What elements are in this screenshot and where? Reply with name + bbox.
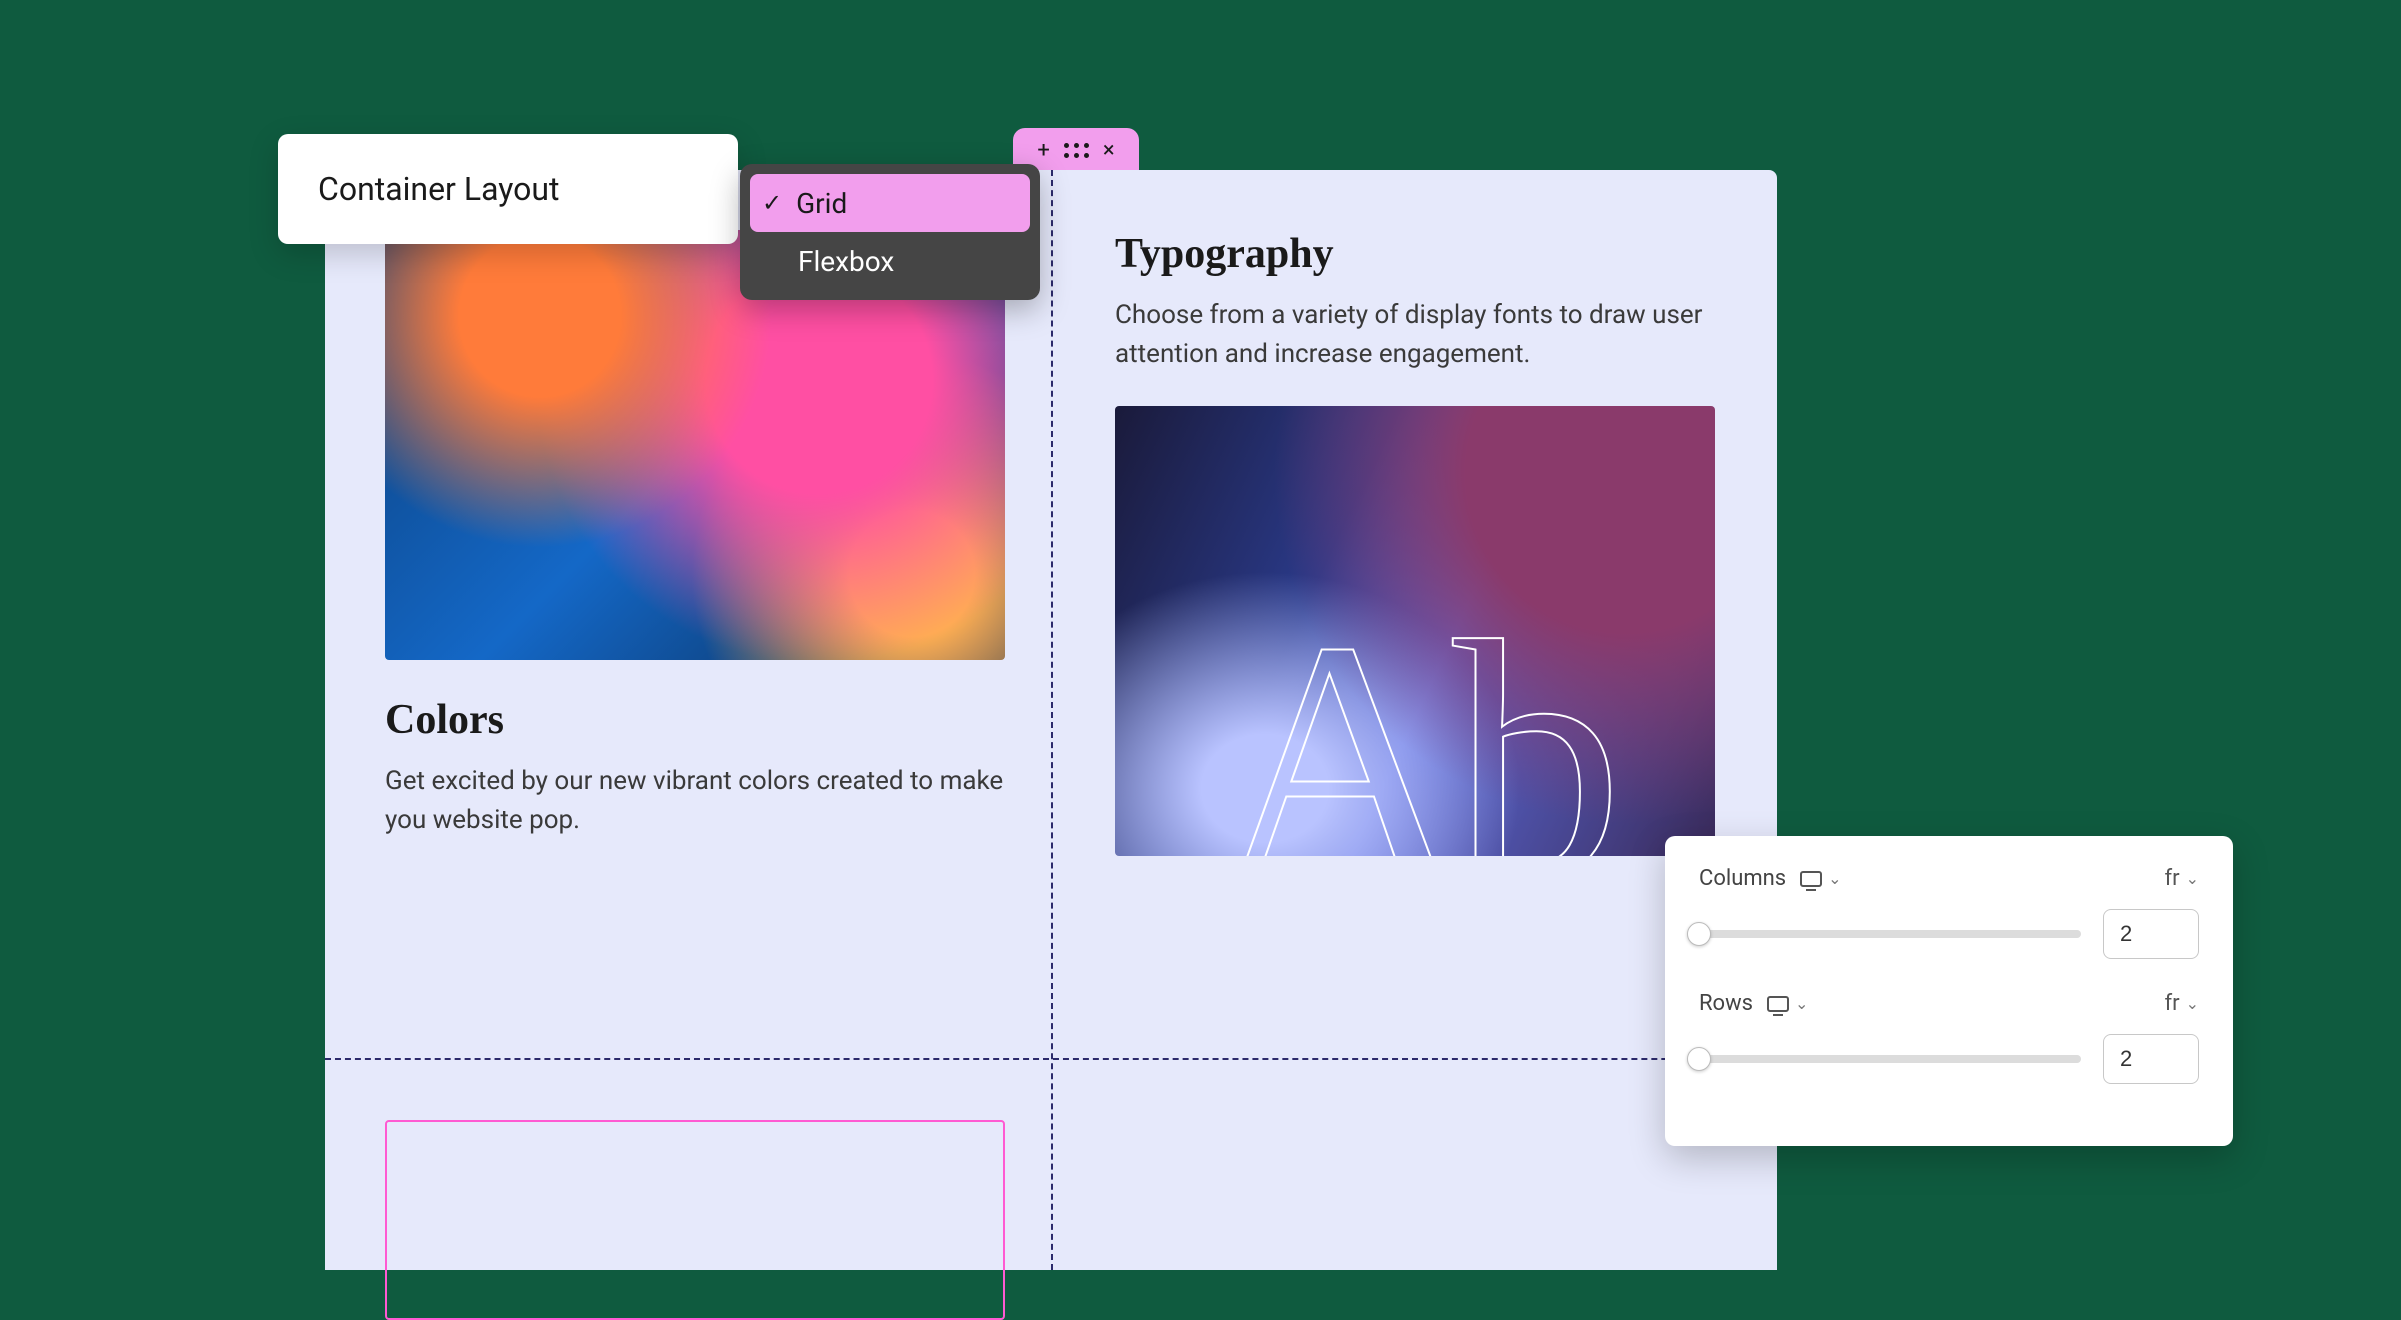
rows-slider-thumb[interactable] [1687, 1047, 1711, 1071]
typography-sample-glyphs: Ab [1217, 624, 1613, 856]
selected-empty-cell[interactable] [385, 1120, 1005, 1320]
rows-unit-label: fr [2164, 991, 2179, 1016]
layout-option-flexbox[interactable]: Flexbox [750, 232, 1030, 290]
columns-unit-picker[interactable]: fr ⌄ [2164, 866, 2199, 891]
rows-header: Rows ⌄ fr ⌄ [1699, 991, 2199, 1016]
colors-body: Get excited by our new vibrant colors cr… [385, 762, 1005, 840]
layout-dropdown[interactable]: ✓ Grid Flexbox [740, 164, 1040, 300]
chevron-down-icon: ⌄ [2186, 994, 2199, 1013]
container-layout-label: Container Layout [278, 134, 738, 244]
columns-slider-thumb[interactable] [1687, 922, 1711, 946]
columns-unit-label: fr [2164, 866, 2179, 891]
rows-slider[interactable] [1699, 1055, 2081, 1063]
add-icon[interactable]: + [1037, 138, 1049, 163]
rows-value-input[interactable] [2103, 1034, 2199, 1084]
check-icon: ✓ [762, 189, 782, 217]
colors-title: Colors [385, 696, 1005, 744]
grid-settings-panel: Columns ⌄ fr ⌄ Rows ⌄ fr ⌄ [1665, 836, 2233, 1146]
columns-slider[interactable] [1699, 930, 2081, 938]
columns-breakpoint-picker[interactable]: ⌄ [1800, 869, 1841, 888]
rows-breakpoint-picker[interactable]: ⌄ [1767, 994, 1808, 1013]
layout-option-grid[interactable]: ✓ Grid [750, 174, 1030, 232]
desktop-icon [1767, 996, 1789, 1012]
typography-image: Ab [1115, 406, 1715, 856]
grid-cell-typography[interactable]: Typography Choose from a variety of disp… [1115, 230, 1715, 856]
drag-handle-icon[interactable] [1064, 143, 1089, 158]
container-layout-label-text: Container Layout [318, 170, 560, 208]
desktop-icon [1800, 871, 1822, 887]
close-icon[interactable]: × [1103, 138, 1115, 163]
chevron-down-icon: ⌄ [2186, 869, 2199, 888]
columns-value-input[interactable] [2103, 909, 2199, 959]
typography-body: Choose from a variety of display fonts t… [1115, 296, 1715, 374]
grid-cell-colors[interactable]: Colors Get excited by our new vibrant co… [385, 230, 1005, 840]
rows-unit-picker[interactable]: fr ⌄ [2164, 991, 2199, 1016]
columns-label: Columns [1699, 866, 1786, 891]
grid-canvas[interactable]: Colors Get excited by our new vibrant co… [325, 170, 1777, 1270]
layout-option-grid-label: Grid [796, 187, 847, 220]
typography-title: Typography [1115, 230, 1715, 278]
columns-header: Columns ⌄ fr ⌄ [1699, 866, 2199, 891]
chevron-down-icon: ⌄ [1828, 869, 1841, 888]
chevron-down-icon: ⌄ [1795, 994, 1808, 1013]
rows-label: Rows [1699, 991, 1753, 1016]
layout-option-flexbox-label: Flexbox [798, 245, 894, 278]
